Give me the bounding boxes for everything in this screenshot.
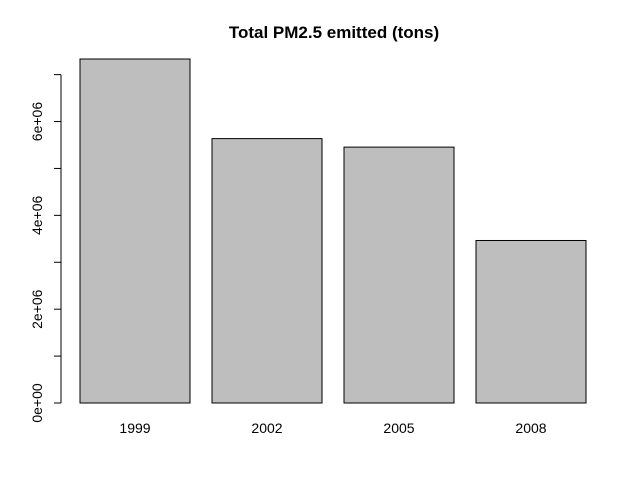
bars-group — [79, 58, 587, 404]
y-tick-label-6: 6e+06 — [29, 102, 45, 142]
y-tick-label-2: 2e+06 — [29, 289, 45, 329]
y-tick-label-0: 0e+00 — [29, 383, 45, 423]
x-tick-label-2008: 2008 — [515, 420, 546, 436]
x-tick-label-2005: 2005 — [383, 420, 414, 436]
chart-title: Total PM2.5 emitted (tons) — [229, 23, 439, 42]
bar-2005 — [343, 146, 455, 404]
bar-1999 — [79, 58, 191, 404]
y-tick-label-4: 4e+06 — [29, 195, 45, 235]
bar-2002 — [211, 138, 323, 404]
x-axis-labels: 1999 2002 2005 2008 — [119, 420, 546, 436]
x-tick-label-1999: 1999 — [119, 420, 150, 436]
x-tick-label-2002: 2002 — [251, 420, 282, 436]
bar-2008 — [475, 239, 587, 404]
y-axis: 0e+00 2e+06 4e+06 6e+06 — [29, 74, 62, 423]
